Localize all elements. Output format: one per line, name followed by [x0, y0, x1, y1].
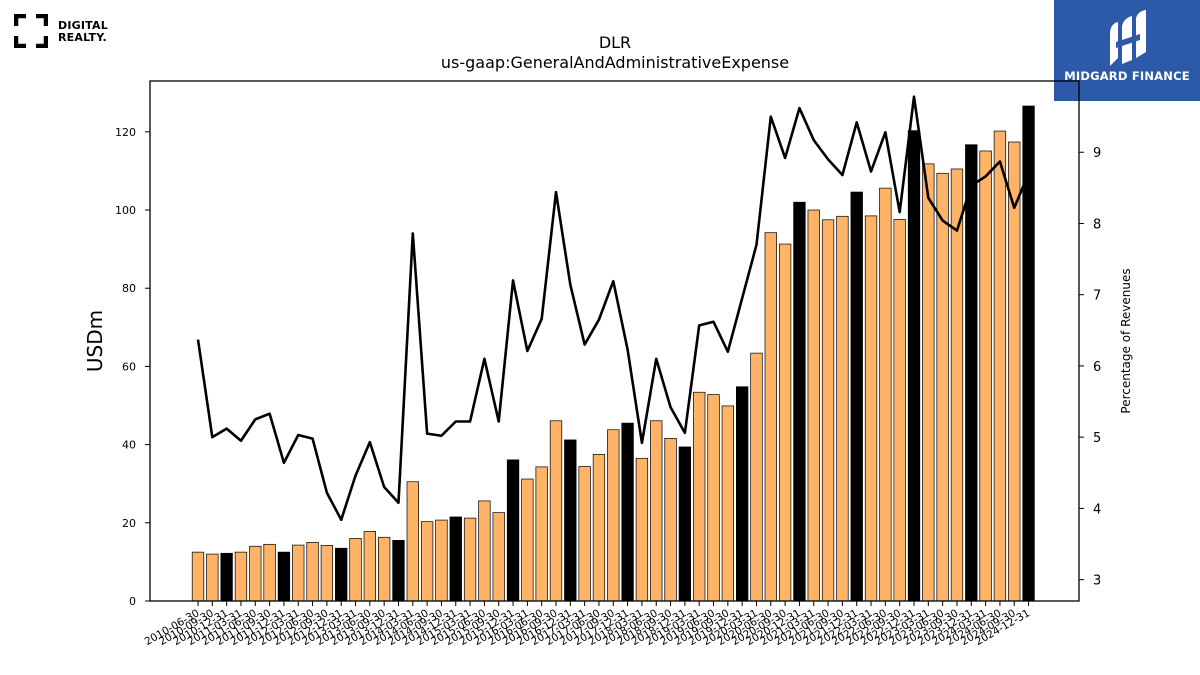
chart-subtitle: us-gaap:GeneralAndAdministrativeExpense [441, 53, 789, 72]
bar-2013-09-30 [378, 536, 391, 602]
bar-2021-09-30 [836, 215, 849, 602]
bar-2012-12-31 [335, 547, 348, 602]
bar-2019-09-30 [721, 405, 734, 602]
bar-2011-12-31 [277, 551, 291, 602]
bar-2023-03-31 [922, 163, 935, 602]
digital-realty-wordmark: DIGITAL REALTY. [58, 20, 108, 44]
line-percentage-of-revenues [196, 95, 1030, 522]
bar-2021-06-30 [821, 219, 835, 602]
bar-2016-09-30 [549, 420, 563, 602]
bar-series [191, 105, 1035, 602]
bar-2023-06-30 [936, 172, 949, 602]
ytick-label: 60 [122, 360, 136, 373]
bar-2014-03-31 [406, 481, 419, 602]
bar-2017-06-30 [592, 454, 606, 602]
ytick-label: 40 [122, 439, 136, 452]
bar-2018-03-31 [635, 457, 649, 602]
bar-2024-06-30 [993, 130, 1007, 602]
bar-2013-06-30 [363, 531, 376, 602]
y2tick-label: 7 [1093, 289, 1101, 304]
ytick-label: 0 [129, 595, 136, 608]
bar-2017-03-31 [578, 466, 591, 602]
y2-axis-label: Percentage of Revenues [1119, 268, 1133, 413]
ytick-label: 20 [122, 517, 136, 530]
bar-2016-06-30 [535, 466, 548, 602]
bar-2014-09-30 [435, 519, 448, 602]
ytick-label: 120 [115, 126, 136, 139]
bar-2012-06-30 [306, 541, 319, 602]
bar-2020-09-30 [778, 243, 792, 602]
left-axis: 0 20 40 60 80 100 120 [115, 126, 150, 608]
bar-2019-03-31 [693, 391, 706, 602]
bar-2023-09-30 [950, 168, 964, 602]
plot-frame [149, 80, 1080, 602]
bar-2018-12-31 [678, 446, 692, 602]
bar-2015-06-30 [478, 500, 491, 602]
bar-2011-03-31 [234, 551, 248, 602]
y2tick-label: 4 [1093, 502, 1101, 517]
bar-2024-09-30 [1008, 141, 1021, 602]
bar-2019-12-31 [736, 386, 749, 602]
bar-2021-03-31 [807, 209, 820, 602]
y2tick-label: 8 [1093, 217, 1101, 232]
bar-2010-06-30 [191, 551, 205, 602]
midgard-wordmark: MIDGARD FINANCE [1064, 69, 1190, 83]
bar-2023-12-31 [965, 144, 978, 602]
logo-line1: DIGITAL [58, 19, 108, 32]
bar-2016-12-31 [564, 439, 577, 602]
bar-2010-09-30 [206, 553, 219, 602]
bar-2011-09-30 [263, 543, 276, 602]
bar-2017-09-30 [607, 429, 620, 602]
line-series [196, 95, 1030, 522]
ytick-label: 80 [122, 282, 136, 295]
digital-realty-bracket-icon [14, 14, 48, 48]
bar-2012-09-30 [320, 545, 334, 602]
bar-2020-12-31 [793, 201, 806, 602]
right-axis: 3 4 5 6 7 8 9 [1079, 146, 1101, 589]
bar-2022-06-30 [879, 187, 892, 602]
y-axis-label: USDm [83, 310, 107, 372]
bar-2011-06-30 [249, 545, 262, 602]
bar-2022-09-30 [893, 219, 906, 602]
x-axis: 2010-06-302010-09-302010-12-312011-03-31… [143, 601, 1032, 648]
bar-2021-12-31 [850, 191, 863, 602]
bar-2020-03-31 [750, 352, 763, 602]
bar-2015-12-31 [506, 459, 520, 602]
bar-2019-06-30 [707, 394, 720, 602]
midgard-finance-logo: MIDGARD FINANCE [1054, 0, 1200, 101]
bar-2012-03-31 [292, 544, 305, 602]
digital-realty-logo: DIGITAL REALTY. [14, 14, 124, 54]
bar-2014-12-31 [449, 516, 462, 602]
bar-2017-12-31 [621, 422, 634, 602]
bar-2014-06-30 [420, 521, 434, 602]
bar-2024-03-31 [979, 150, 992, 602]
y2tick-label: 9 [1093, 146, 1101, 161]
ytick-label: 100 [115, 204, 136, 217]
bar-2018-06-30 [650, 420, 663, 602]
bar-2013-12-31 [392, 540, 405, 602]
bar-2016-03-31 [521, 478, 534, 602]
bar-2010-12-31 [220, 552, 233, 602]
bar-2022-03-31 [864, 215, 878, 602]
chart-title: DLR [599, 33, 631, 52]
bar-2020-06-30 [764, 232, 777, 602]
midgard-mark-icon [1110, 10, 1146, 66]
y2tick-label: 3 [1093, 574, 1101, 589]
bar-2018-09-30 [664, 438, 677, 602]
y2tick-label: 6 [1093, 360, 1101, 375]
y2tick-label: 5 [1093, 431, 1101, 446]
bar-2015-09-30 [492, 512, 505, 602]
bar-2022-12-31 [907, 130, 921, 602]
bar-2015-03-31 [463, 517, 477, 602]
bar-2013-03-31 [349, 538, 362, 602]
logo-line2: REALTY. [58, 31, 107, 44]
